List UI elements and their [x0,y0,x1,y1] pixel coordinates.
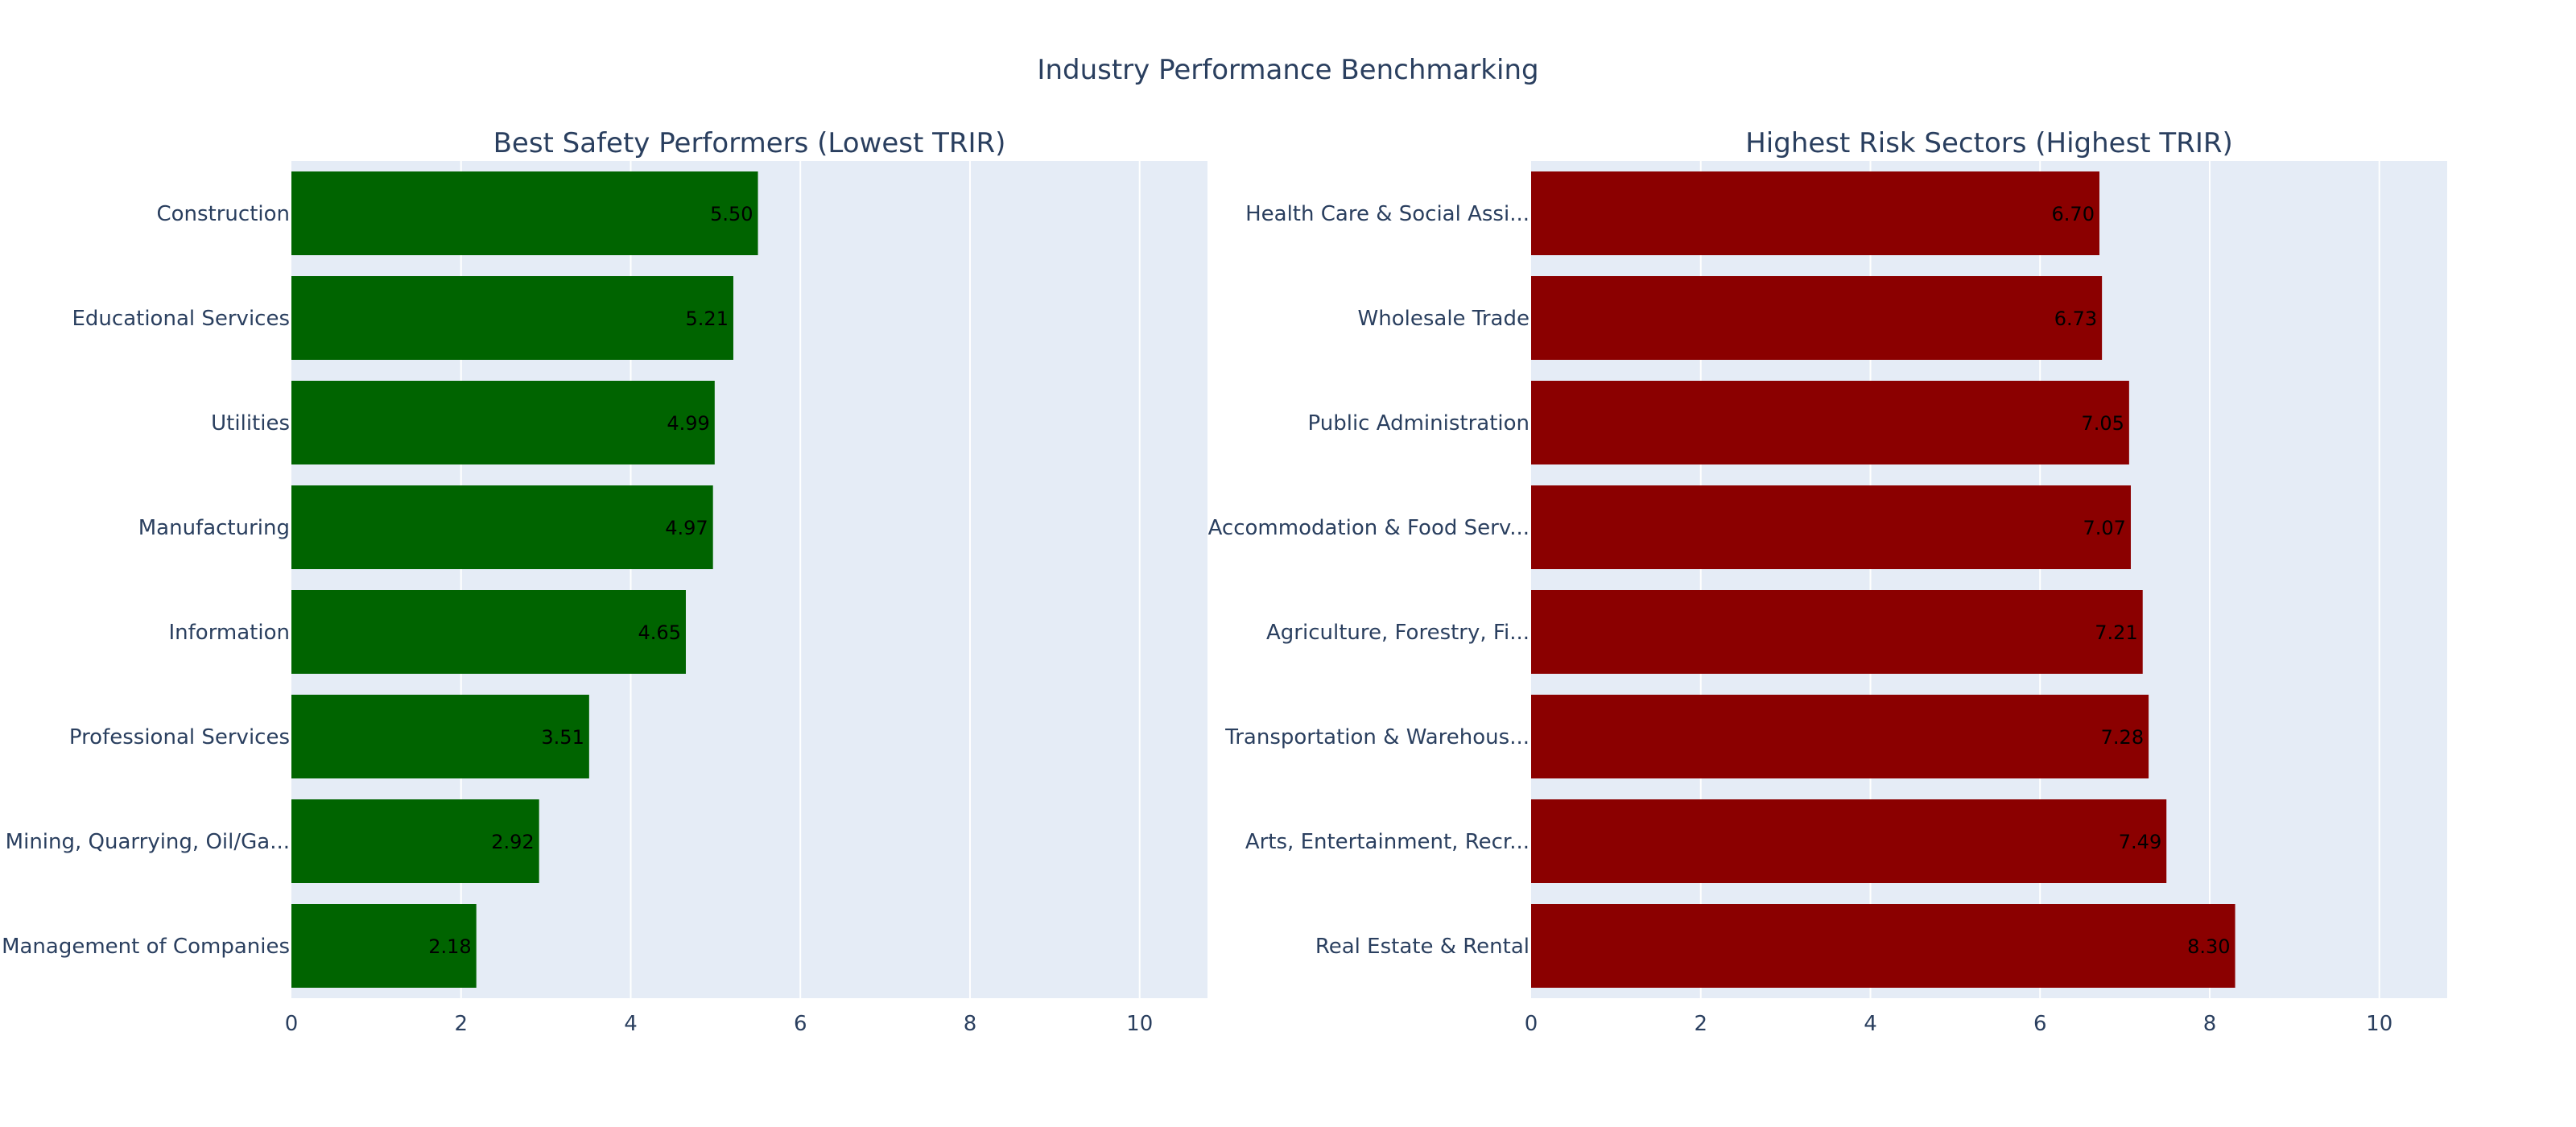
right-category-label: Arts, Entertainment, Recr... [1245,830,1530,854]
left-bar [291,904,477,988]
right-x-tick-label: 6 [2033,1012,2047,1036]
left-bar [291,485,713,569]
left-x-tick-label: 0 [285,1012,299,1036]
left-panel: Best Safety Performers (Lowest TRIR) 0 2 4… [2,127,1208,1036]
left-bar-value-label: 2.92 [491,831,534,853]
left-bar-value-label: 5.21 [686,308,729,330]
right-category-label: Public Administration [1308,411,1530,436]
left-bar-value-label: 5.50 [710,203,753,225]
right-x-tick-label: 0 [1525,1012,1538,1036]
left-bar [291,381,715,464]
left-bar [291,171,758,255]
right-x-tick-label: 4 [1864,1012,1877,1036]
right-bar-value-label: 6.70 [2052,203,2095,225]
right-bar-value-label: 7.07 [2083,517,2126,539]
right-x-tick-label: 10 [2366,1012,2392,1036]
right-bar [1531,381,2129,464]
left-category-label: Utilities [211,411,290,436]
right-bar-value-label: 7.21 [2095,621,2137,644]
right-category-label: Health Care & Social Assi... [1245,202,1530,226]
right-bar [1531,695,2149,778]
right-bar-value-label: 8.30 [2187,935,2230,958]
main-title: Industry Performance Benchmarking [1037,54,1538,86]
right-bar-value-label: 7.05 [2081,412,2124,435]
right-panel-title: Highest Risk Sectors (Highest TRIR) [1745,127,2233,159]
left-x-tick-label: 8 [964,1012,977,1036]
left-bar [291,695,589,778]
left-x-tick-label: 2 [454,1012,468,1036]
right-bar [1531,590,2143,674]
left-category-label: Manufacturing [138,516,290,540]
right-bar-value-label: 7.49 [2119,831,2161,853]
right-panel: Highest Risk Sectors (Highest TRIR) 0 2 4 6… [1208,127,2447,1036]
left-bar [291,590,686,674]
right-bar [1531,171,2099,255]
right-bar-value-label: 6.73 [2054,308,2097,330]
left-category-label: Mining, Quarrying, Oil/Ga... [6,830,290,854]
right-bar [1531,799,2167,883]
left-category-label: Educational Services [72,307,291,331]
left-bar-value-label: 4.99 [667,412,709,435]
left-category-label: Construction [156,202,290,226]
right-category-label: Real Estate & Rental [1315,935,1530,959]
left-bar-value-label: 4.65 [638,621,681,644]
right-bar [1531,904,2235,988]
right-bar [1531,276,2103,360]
right-bar-value-label: 7.28 [2101,726,2144,749]
right-category-label: Agriculture, Forestry, Fi... [1266,621,1530,645]
right-x-tick-label: 8 [2203,1012,2217,1036]
left-bar-value-label: 4.97 [665,517,708,539]
right-bar [1531,485,2131,569]
right-category-label: Accommodation & Food Serv... [1208,516,1530,540]
left-x-tick-label: 6 [794,1012,807,1036]
left-bar [291,276,733,360]
left-x-tick-label: 4 [624,1012,638,1036]
left-bar-value-label: 2.18 [428,935,471,958]
left-panel-title: Best Safety Performers (Lowest TRIR) [493,127,1006,159]
right-x-tick-label: 2 [1694,1012,1707,1036]
right-category-label: Wholesale Trade [1358,307,1530,331]
left-bar-value-label: 3.51 [541,726,584,749]
left-category-label: Management of Companies [2,935,290,959]
left-category-label: Information [168,621,290,645]
left-x-tick-label: 10 [1126,1012,1153,1036]
left-category-label: Professional Services [69,725,290,749]
left-bar [291,799,539,883]
right-category-label: Transportation & Warehous... [1224,725,1530,749]
